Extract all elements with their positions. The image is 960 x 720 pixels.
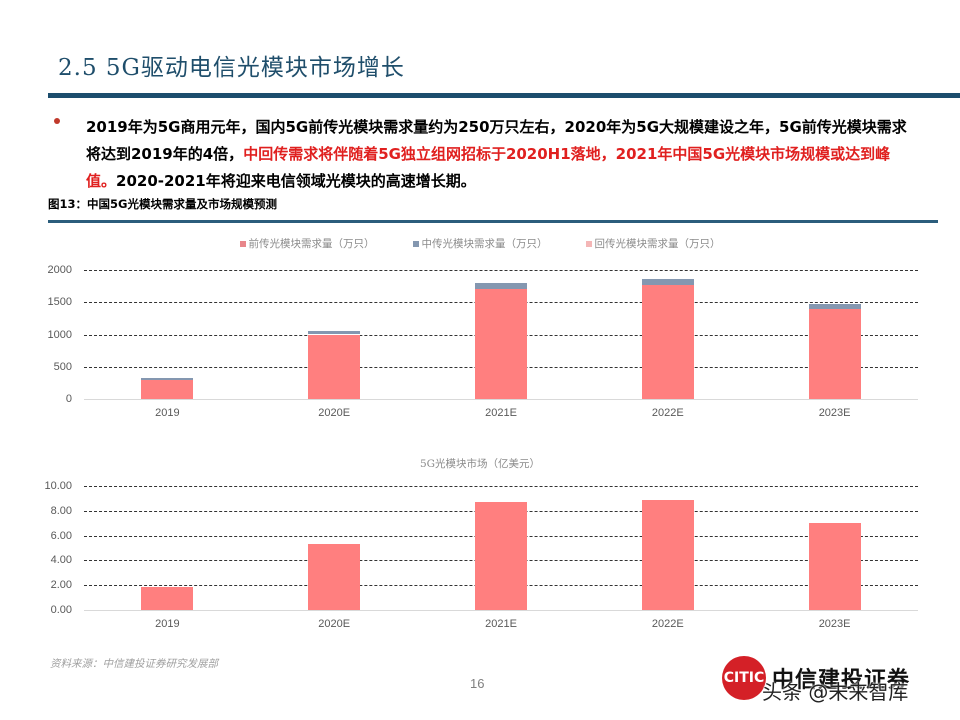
logo-text: 中信建投证券 [772,668,911,693]
bar-2020E-s1 [308,330,361,335]
y-axis-tick: 10.00 [44,480,72,492]
bar-2020E-s0 [308,334,361,399]
x-axis-label: 2021E [485,618,517,630]
bar-2020E-s0 [308,544,361,610]
bar-2023E-s0 [808,309,861,399]
legend-item-back-haul: 回传光模块需求量（万只） [585,236,721,251]
bar-2022E-s1 [641,279,694,286]
x-axis-label: 2020E [318,618,351,630]
chart2-title: 5G光模块市场（亿美元） [419,458,541,470]
bar-2021E-s0 [475,289,527,399]
y-axis-tick: 2000 [47,264,72,276]
x-axis-label: 2022E [651,407,684,419]
bar-2021E-s1 [475,282,527,290]
x-axis-label: 2019 [155,618,180,630]
title-divider [48,93,960,98]
x-axis-label: 2021E [485,407,517,419]
bar-2019-s0 [141,587,194,610]
y-axis-tick: 2.00 [50,579,72,592]
slide-title: 2.5 5G驱动电信光模块市场增长 [58,55,405,81]
source-note: 资料来源：中信建投证券研究发展部 [50,658,218,670]
bullet-segment-3: 2020-2021年将迎来电信领域光模块的高速增长期。 [116,172,476,190]
bullet-segment-highlight: 中回传需求将伴随着5G独立组网招标于2020H1落地，2021年中国5G光模块市… [86,145,891,190]
bar-2021E-s0 [475,502,527,610]
watermark: 头条 @未来智库 [762,680,909,704]
x-axis-label: 2023E [818,407,851,419]
bar-2023E-s1 [808,304,861,310]
bullet-text: 2019年为5G商用元年，国内5G前传光模块需求量约为250万只左右，2020年… [86,114,916,195]
x-axis-label: 2019 [155,407,180,419]
company-logo: CITIC 中信建投证券 [722,656,910,700]
bullet-icon [54,118,60,124]
y-axis-tick: 4.00 [50,554,72,567]
bullet-segment-1: 2019年为5G商用元年，国内5G前传光模块需求量约为250万只左右，2020年… [86,118,907,163]
page-number: 16 [470,676,485,691]
figure-divider [48,220,938,223]
y-axis-tick: 0 [65,393,72,405]
y-axis-tick: 500 [53,360,72,373]
bar-2023E-s0 [808,523,861,610]
gridline [84,270,918,271]
bar-2019-s0 [141,379,194,399]
bar-2022E-s0 [641,499,694,610]
legend-swatch-icon [412,240,419,247]
bullet-point: 2019年为5G商用元年，国内5G前传光模块需求量约为250万只左右，2020年… [54,114,916,195]
y-axis-tick: 1000 [47,328,72,341]
legend-swatch-icon [585,240,592,247]
y-axis-tick: 1500 [47,296,72,309]
y-axis-tick: 0.00 [50,604,72,616]
figure-title: 图13：中国5G光模块需求量及市场规模预测 [48,197,277,211]
citic-logo-icon: CITIC [722,656,766,700]
x-axis-line [84,610,918,611]
y-axis-tick: 8.00 [50,504,72,517]
y-axis-tick: 6.00 [50,529,72,542]
x-axis-label: 2023E [818,618,851,630]
bar-2022E-s0 [641,285,694,399]
legend-swatch-icon [239,240,246,247]
legend-item-front-haul: 前传光模块需求量（万只） [239,236,375,251]
chart1-legend: 前传光模块需求量（万只） 中传光模块需求量（万只） 回传光模块需求量（万只） [0,236,960,251]
gridline [84,486,918,487]
bar-2019-s1 [141,378,194,380]
x-axis-label: 2020E [318,407,351,419]
legend-item-mid-haul: 中传光模块需求量（万只） [412,236,548,251]
x-axis-label: 2022E [651,618,684,630]
x-axis-line [84,399,918,400]
